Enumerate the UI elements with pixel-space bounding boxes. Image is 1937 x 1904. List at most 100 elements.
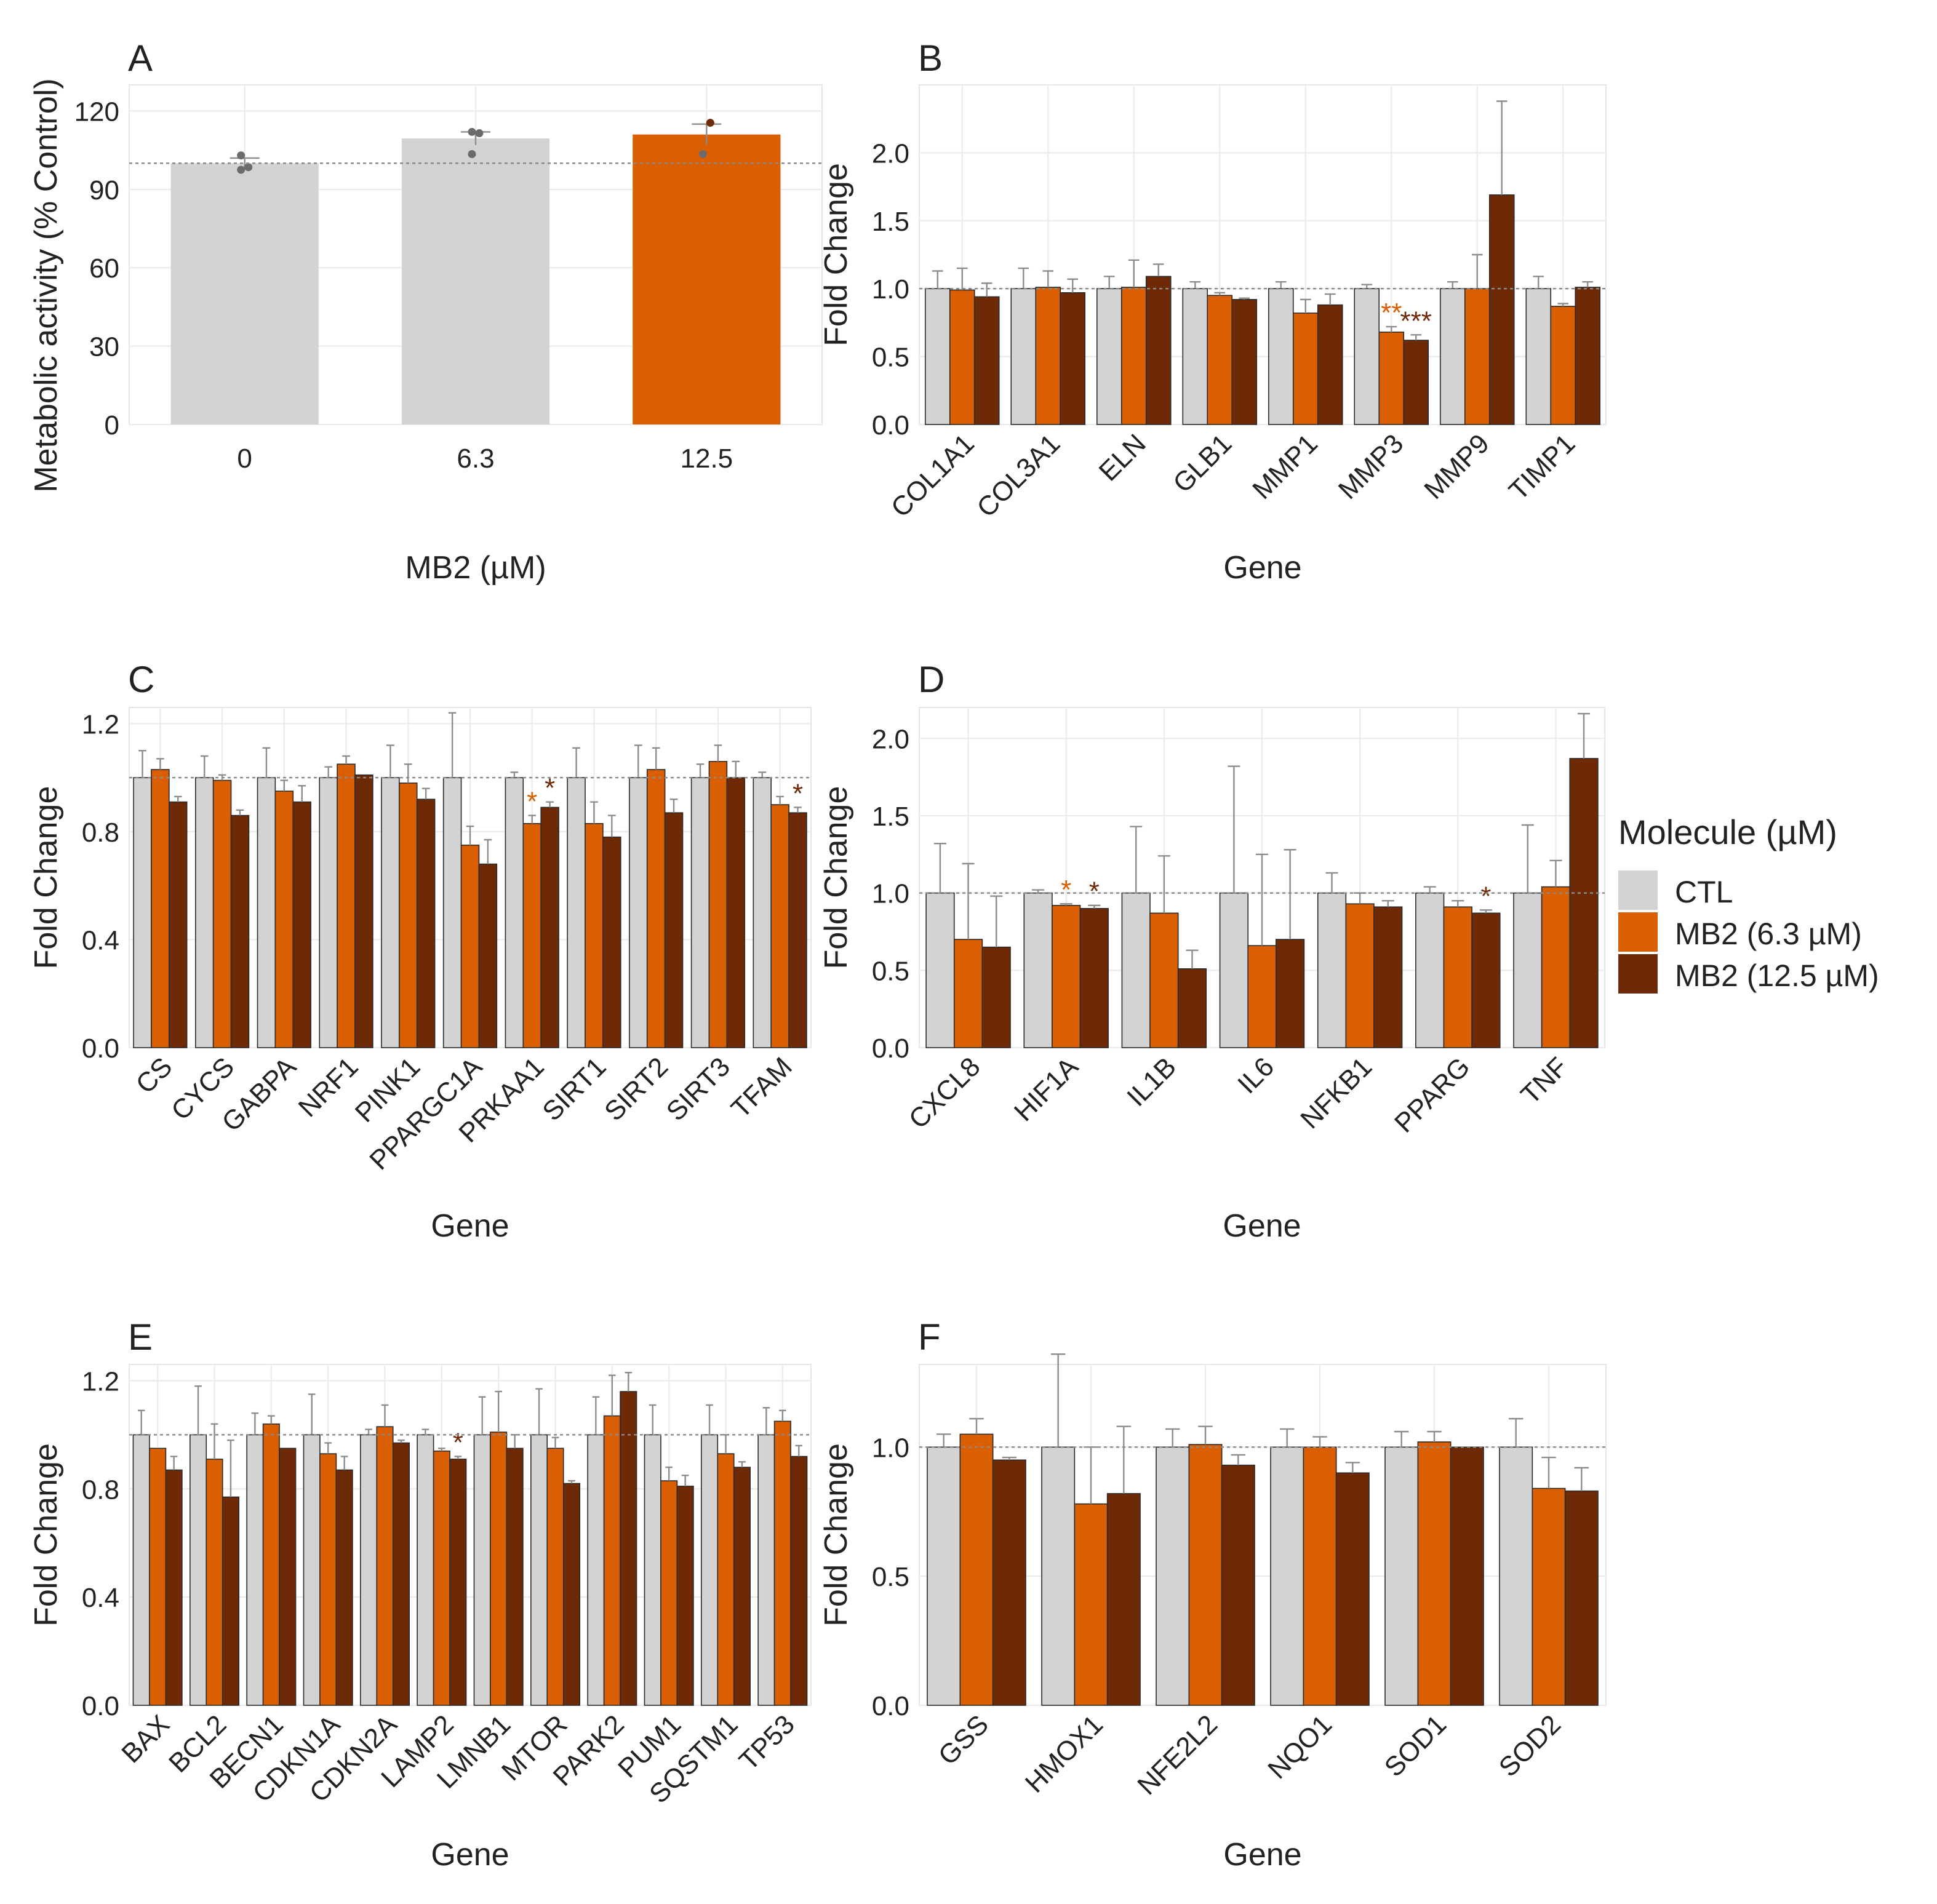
bar bbox=[647, 770, 665, 1048]
bar bbox=[1060, 293, 1085, 424]
panel-letter: B bbox=[918, 38, 943, 79]
bar bbox=[169, 802, 187, 1048]
bar bbox=[1565, 1491, 1598, 1705]
bar bbox=[1472, 913, 1500, 1048]
y-tick-label: 0.0 bbox=[82, 1034, 119, 1064]
bar bbox=[975, 297, 999, 424]
bar bbox=[1440, 289, 1465, 424]
bar bbox=[717, 1454, 733, 1705]
bar bbox=[1354, 289, 1379, 424]
bar bbox=[1178, 969, 1207, 1048]
x-axis-title: Gene bbox=[1223, 1208, 1301, 1244]
y-tick-label: 1.5 bbox=[872, 802, 909, 832]
bar bbox=[505, 778, 523, 1048]
bar bbox=[547, 1448, 563, 1705]
bar bbox=[791, 1456, 807, 1705]
bar bbox=[734, 1467, 750, 1705]
bar bbox=[1336, 1473, 1369, 1705]
y-tick-label: 0.0 bbox=[872, 1034, 909, 1064]
bar bbox=[258, 778, 276, 1048]
data-point bbox=[244, 163, 252, 171]
bar bbox=[603, 837, 621, 1048]
bar bbox=[727, 778, 745, 1048]
bar bbox=[490, 1432, 506, 1705]
bar bbox=[355, 775, 373, 1048]
y-tick-label: 0.8 bbox=[82, 1475, 119, 1505]
legend-swatch-ctl bbox=[1618, 870, 1658, 910]
bar bbox=[1451, 1447, 1484, 1705]
bar bbox=[564, 1483, 580, 1705]
bar bbox=[1189, 1444, 1221, 1705]
bar bbox=[1232, 300, 1256, 424]
bar bbox=[1293, 313, 1318, 424]
x-axis-title: Gene bbox=[431, 1208, 509, 1244]
bar bbox=[1080, 909, 1109, 1048]
bar bbox=[677, 1486, 693, 1705]
bar bbox=[1036, 287, 1060, 424]
bar bbox=[1385, 1447, 1418, 1705]
bar bbox=[629, 778, 647, 1048]
bar bbox=[709, 762, 727, 1048]
bar bbox=[206, 1459, 222, 1705]
bar bbox=[381, 778, 399, 1048]
significance-marker: * bbox=[1061, 875, 1071, 905]
y-tick-label: 90 bbox=[89, 175, 119, 205]
bar bbox=[417, 799, 435, 1048]
bar bbox=[399, 783, 417, 1048]
panel-letter: A bbox=[128, 38, 153, 79]
bar bbox=[1379, 332, 1404, 424]
data-point bbox=[237, 151, 245, 159]
bar bbox=[150, 1448, 166, 1705]
bar bbox=[620, 1392, 636, 1705]
bar bbox=[982, 947, 1010, 1048]
bar bbox=[1318, 305, 1343, 424]
bar bbox=[950, 290, 975, 424]
bar bbox=[661, 1481, 677, 1705]
y-tick-label: 0 bbox=[105, 410, 119, 440]
bar bbox=[1490, 195, 1514, 424]
bar bbox=[692, 778, 709, 1048]
bar bbox=[1024, 893, 1052, 1048]
y-axis-title: Fold Change bbox=[28, 1443, 64, 1627]
bar bbox=[263, 1424, 279, 1705]
y-axis-title: Fold Change bbox=[28, 786, 64, 970]
bar bbox=[1042, 1447, 1074, 1705]
y-tick-label: 120 bbox=[74, 97, 119, 127]
bar bbox=[1416, 893, 1444, 1048]
bar bbox=[771, 805, 789, 1048]
data-point bbox=[476, 129, 484, 137]
bar bbox=[1444, 907, 1472, 1048]
bar bbox=[1404, 340, 1428, 424]
bar bbox=[196, 778, 214, 1048]
y-tick-label: 0.5 bbox=[872, 343, 909, 373]
legend-title: Molecule (µM) bbox=[1618, 813, 1837, 851]
bar bbox=[960, 1434, 992, 1705]
bar bbox=[247, 1435, 263, 1705]
significance-marker: *** bbox=[1400, 306, 1432, 336]
bar bbox=[927, 1447, 960, 1705]
bar bbox=[1526, 289, 1551, 424]
bar bbox=[1122, 287, 1146, 424]
bar bbox=[1465, 289, 1490, 424]
bar bbox=[223, 1497, 239, 1705]
bar bbox=[461, 845, 479, 1048]
bar bbox=[214, 781, 231, 1048]
bar bbox=[402, 138, 549, 424]
bar bbox=[1150, 913, 1178, 1048]
bar bbox=[171, 163, 319, 424]
significance-marker: * bbox=[1089, 877, 1100, 907]
y-tick-label: 0.0 bbox=[82, 1691, 119, 1721]
y-tick-label: 0.0 bbox=[872, 1691, 909, 1721]
y-axis-title: Fold Change bbox=[818, 163, 854, 346]
bar bbox=[954, 939, 983, 1048]
x-tick-label: 0 bbox=[237, 444, 252, 474]
bar bbox=[275, 791, 293, 1048]
y-axis-title: Fold Change bbox=[818, 1443, 854, 1627]
y-tick-label: 60 bbox=[89, 253, 119, 284]
bar bbox=[190, 1435, 206, 1705]
y-tick-label: 1.0 bbox=[872, 274, 909, 305]
bar bbox=[1318, 893, 1346, 1048]
bar bbox=[479, 864, 497, 1048]
y-tick-label: 0.5 bbox=[872, 956, 909, 986]
y-tick-label: 1.2 bbox=[82, 709, 119, 739]
